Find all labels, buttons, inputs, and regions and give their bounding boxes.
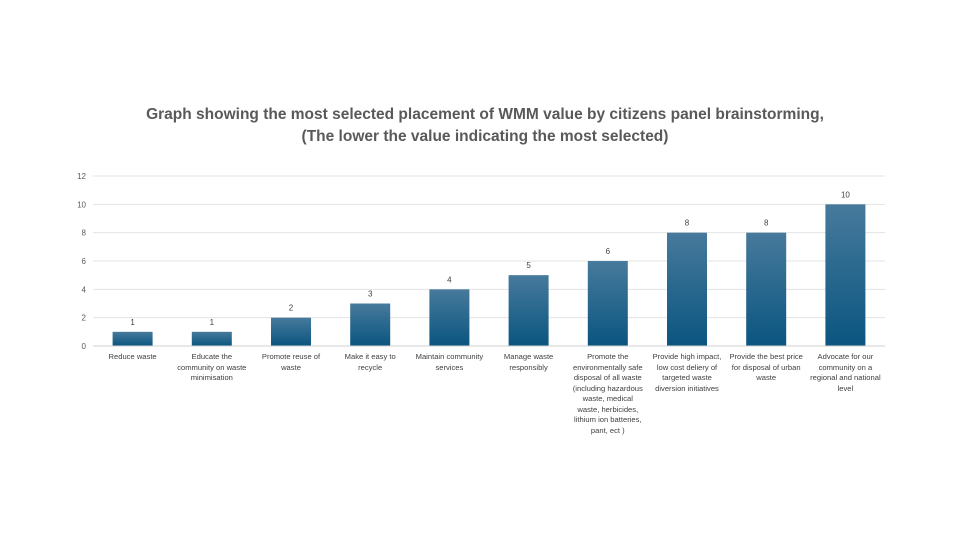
y-tick-label: 10: [77, 200, 86, 209]
y-axis-ticks: 0 2 4 6 8 10 12: [77, 172, 86, 351]
data-label: 6: [606, 247, 611, 256]
y-tick-label: 0: [82, 342, 87, 351]
data-label: 2: [289, 304, 294, 313]
y-tick-label: 2: [82, 314, 87, 323]
bar: [825, 204, 866, 346]
x-tick-label: Advocate for our community on a regional…: [810, 352, 881, 393]
y-tick-label: 4: [82, 285, 87, 294]
data-label: 3: [368, 290, 373, 299]
data-labels: 1 1 2 3 4 5 6 8 8 10: [130, 190, 850, 327]
y-tick-label: 8: [82, 229, 87, 238]
bar: [508, 275, 549, 346]
x-tick-label: Provide high impact, low cost deliery of…: [652, 352, 722, 393]
bar: [429, 289, 470, 346]
bar: [746, 232, 787, 346]
data-label: 1: [210, 318, 215, 327]
bar: [350, 303, 391, 346]
data-label: 10: [841, 190, 850, 199]
bar: [112, 331, 153, 346]
bars: [112, 204, 866, 346]
data-label: 5: [526, 261, 531, 270]
data-label: 8: [764, 219, 769, 228]
data-label: 1: [130, 318, 135, 327]
x-tick-label: Manage waste responsibly: [503, 352, 554, 372]
bar: [271, 317, 311, 346]
x-tick-label: Provide the best price for disposal of u…: [729, 352, 803, 382]
y-tick-label: 6: [82, 257, 87, 266]
x-tick-label: Make it easy to recycle: [344, 352, 396, 372]
x-tick-label: Maintain community services: [415, 352, 484, 372]
x-tick-label: Educate the community on waste minimisat…: [177, 352, 247, 382]
x-tick-label: Promote reuse of waste: [261, 352, 321, 372]
bar: [191, 331, 232, 346]
chart-title: Graph showing the most selected placemen…: [146, 106, 824, 145]
data-label: 8: [685, 219, 690, 228]
x-tick-label: Reduce waste: [108, 352, 157, 361]
bar: [587, 261, 628, 346]
bar: [667, 232, 707, 346]
y-tick-label: 12: [77, 172, 86, 181]
x-tick-label: Promote the environmentally safe disposa…: [572, 352, 643, 435]
data-label: 4: [447, 275, 452, 284]
